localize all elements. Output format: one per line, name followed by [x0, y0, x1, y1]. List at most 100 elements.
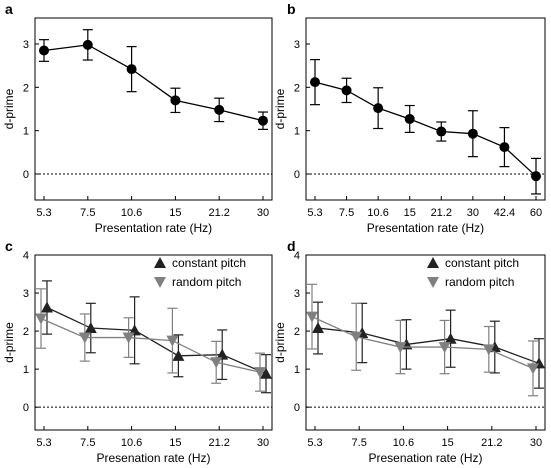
data-point — [306, 311, 318, 323]
x-tick-label: 10.6 — [393, 437, 414, 449]
data-point — [41, 301, 53, 313]
y-tick-label: 3 — [294, 39, 300, 51]
legend-label: constant pitch — [172, 256, 246, 270]
x-tick-label: 7.5 — [80, 437, 95, 449]
x-tick-label: 10.6 — [367, 207, 388, 219]
y-tick-label: 2 — [23, 82, 29, 94]
data-point — [527, 363, 539, 375]
data-point — [35, 313, 47, 325]
data-point — [78, 332, 91, 344]
data-point — [394, 342, 407, 354]
panel-letter: a — [5, 1, 13, 17]
y-tick-label: 3 — [23, 288, 29, 300]
data-point — [258, 115, 268, 126]
x-tick-label: 5.3 — [36, 207, 51, 219]
y-tick-label: 1 — [23, 364, 29, 376]
panel-c: 0 1 2 3 4 5.3 7.5 10.6 15 21.2 30 Presenation rate … — [2, 238, 273, 465]
legend-label: random pitch — [445, 275, 514, 289]
plot-frame — [305, 254, 546, 431]
x-tick-label: 21.2 — [481, 437, 502, 449]
x-axis-label: Presentation rate (Hz) — [367, 221, 484, 235]
series-main — [310, 58, 541, 195]
panel-d: 0 1 2 3 4 5.3 7.5 10.6 15 21.2 30 Presenation rate … — [273, 238, 546, 465]
x-tick-label: 15 — [169, 437, 181, 449]
y-tick-label: 0 — [23, 402, 29, 414]
series-random-pitch — [306, 283, 539, 397]
data-point — [436, 126, 447, 137]
x-tick-label: 30 — [467, 207, 479, 219]
data-point — [531, 171, 541, 182]
legend-marker — [154, 277, 166, 288]
legend: constant pitch random pitch — [154, 256, 246, 289]
data-point — [350, 331, 363, 343]
y-tick-label: 0 — [294, 402, 300, 414]
x-tick-label: 10.6 — [121, 437, 142, 449]
panel-a: 0 1 2 3 5.3 7.5 10.6 15 21.2 30 Presentation rate … — [2, 1, 273, 235]
series-line — [43, 44, 264, 122]
series-main — [39, 29, 268, 130]
x-axis-label: Presenation rate (Hz) — [368, 451, 482, 465]
data-point — [310, 77, 320, 88]
y-tick-label: 1 — [294, 364, 300, 376]
x-tick-label: 21.2 — [208, 437, 229, 449]
y-tick-label: 0 — [294, 169, 300, 181]
legend-marker — [427, 257, 439, 268]
data-point — [482, 344, 495, 356]
panel-letter: c — [5, 238, 13, 254]
y-tick-label: 0 — [23, 169, 29, 181]
data-point — [467, 128, 478, 139]
x-tick-label: 7.5 — [80, 207, 95, 219]
data-point — [499, 142, 510, 153]
y-axis-label: d-prime — [2, 88, 16, 129]
x-tick-label: 60 — [530, 207, 542, 219]
plot-frame — [34, 254, 273, 431]
x-tick-label: 7.5 — [352, 437, 367, 449]
y-axis-label: d-prime — [2, 322, 16, 363]
data-point — [216, 348, 229, 360]
data-point — [122, 332, 135, 344]
legend: constant pitch random pitch — [427, 256, 519, 289]
data-point — [214, 104, 225, 115]
x-tick-label: 15 — [404, 207, 416, 219]
series-line — [311, 316, 534, 369]
legend-marker — [427, 277, 439, 288]
series-constant-pitch — [41, 280, 272, 394]
x-axis-label: Presenation rate (Hz) — [96, 451, 210, 465]
y-tick-label: 4 — [294, 250, 300, 262]
x-tick-label: 42.4 — [494, 207, 515, 219]
data-point — [254, 367, 266, 379]
y-tick-label: 1 — [294, 126, 300, 138]
x-axis-label: Presentation rate (Hz) — [95, 221, 212, 235]
y-tick-label: 3 — [23, 39, 29, 51]
x-tick-label: 21.2 — [208, 207, 229, 219]
x-tick-label: 30 — [257, 437, 269, 449]
panel-letter: b — [287, 1, 296, 17]
x-tick-label: 21.2 — [431, 207, 452, 219]
y-tick-label: 2 — [23, 326, 29, 338]
data-point — [170, 95, 181, 106]
panel-b: 0 1 2 3 5.3 7.5 10.6 15 21.2 30 42.4 60 Presentation… — [273, 1, 546, 235]
legend-marker — [154, 257, 166, 268]
x-tick-label: 7.5 — [339, 207, 354, 219]
plot-frame — [305, 17, 546, 201]
series-line — [40, 317, 261, 373]
y-axis-label: d-prime — [273, 322, 287, 363]
panel-letter: d — [287, 238, 296, 254]
x-tick-label: 15 — [169, 207, 181, 219]
data-point — [210, 357, 223, 369]
data-point — [438, 342, 451, 354]
x-tick-label: 30 — [530, 437, 542, 449]
x-tick-label: 5.3 — [36, 437, 51, 449]
series-line — [46, 306, 267, 375]
data-point — [373, 103, 384, 114]
x-tick-label: 15 — [441, 437, 453, 449]
data-point — [341, 85, 352, 96]
data-point — [82, 39, 93, 50]
x-tick-label: 5.3 — [307, 207, 322, 219]
y-tick-label: 3 — [294, 288, 300, 300]
data-point — [172, 349, 185, 361]
data-point — [444, 332, 457, 344]
data-point — [84, 322, 97, 334]
data-point — [260, 367, 272, 379]
